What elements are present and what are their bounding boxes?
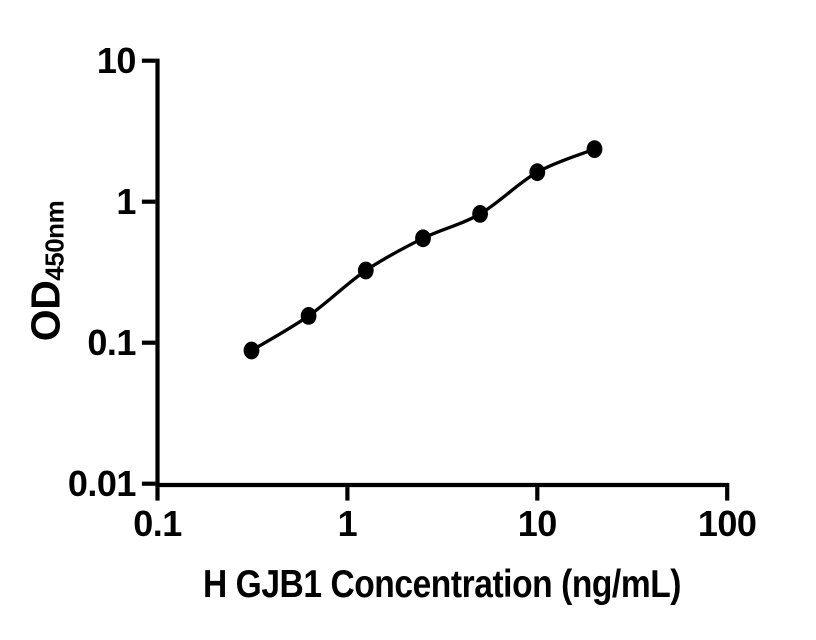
x-tick-label: 10 bbox=[517, 502, 558, 544]
y-tick-label: 0.1 bbox=[87, 321, 136, 363]
x-axis-title: H GJB1 Concentration (ng/mL) bbox=[202, 563, 682, 606]
y-tick-label: 10 bbox=[96, 39, 137, 81]
axis-ticks bbox=[141, 58, 730, 501]
data-series bbox=[243, 140, 603, 360]
data-point bbox=[415, 229, 431, 248]
y-axis-title-main: OD bbox=[22, 280, 69, 342]
x-tick-label: 1 bbox=[337, 502, 358, 544]
y-tick-label: 1 bbox=[116, 180, 136, 222]
data-point bbox=[529, 163, 546, 182]
x-tick-label: 100 bbox=[697, 502, 757, 544]
x-tick-label: 0.1 bbox=[133, 502, 182, 544]
y-tick-label: 0.01 bbox=[67, 462, 137, 504]
y-axis-title: OD450nm bbox=[23, 201, 70, 341]
data-point bbox=[586, 140, 603, 159]
axes bbox=[155, 58, 730, 488]
y-axis-title-subscript: 450nm bbox=[39, 200, 70, 281]
data-point bbox=[357, 261, 374, 280]
data-point bbox=[243, 341, 260, 360]
data-point bbox=[472, 205, 488, 223]
data-point bbox=[300, 307, 317, 325]
